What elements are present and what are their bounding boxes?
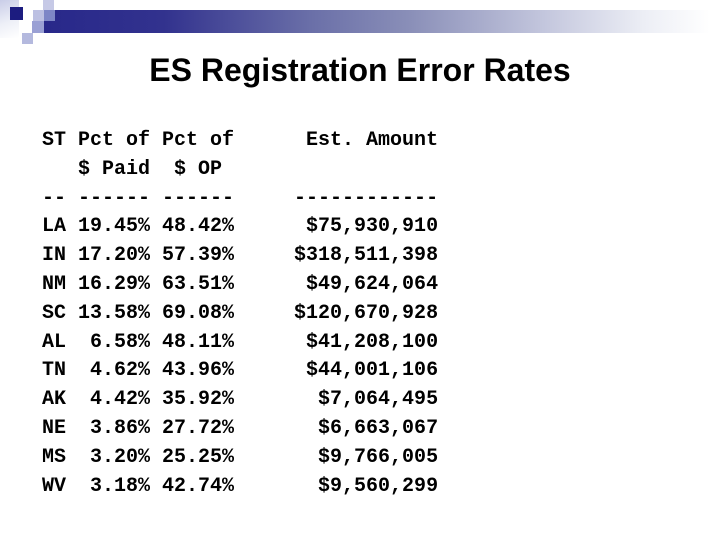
- error-rates-table: ST Pct of Pct of Est. Amount $ Paid $ OP…: [42, 127, 438, 501]
- table-row-AK: AK 4.42% 35.92% $7,064,495: [42, 388, 439, 412]
- table-row-AL: AL 6.58% 48.11% $41,208,100: [42, 330, 439, 354]
- table-header-line-1: ST Pct of Pct of Est. Amount: [42, 129, 439, 152]
- deco-lavender-square-low-icon: [32, 21, 44, 33]
- deco-lavender-square-top-icon: [43, 0, 54, 10]
- slide-title: ES Registration Error Rates: [149, 52, 571, 88]
- table-row-IN: IN 17.20% 57.39% $318,511,398: [42, 244, 439, 268]
- table-row-SC: SC 13.58% 69.08% $120,670,928: [42, 301, 439, 325]
- deco-lavender-square-bottom-icon: [22, 33, 33, 44]
- table-header-line-2: $ Paid $ OP: [42, 157, 223, 181]
- deco-gradient-bar: [44, 10, 710, 33]
- table-row-NE: NE 3.86% 27.72% $6,663,067: [42, 416, 439, 440]
- deco-lavender-square-mid-icon: [33, 10, 44, 21]
- table-separator-line: -- ------ ------ ------------: [42, 186, 439, 210]
- table-row-WV: WV 3.18% 42.74% $9,560,299: [42, 474, 439, 498]
- deco-blue-square-mid-icon: [44, 10, 55, 21]
- table-row-NM: NM 16.29% 63.51% $49,624,064: [42, 272, 439, 296]
- table-row-LA: LA 19.45% 48.42% $75,930,910: [42, 215, 439, 239]
- table-row-TN: TN 4.62% 43.96% $44,001,106: [42, 359, 439, 383]
- table-row-MS: MS 3.20% 25.25% $9,766,005: [42, 445, 439, 469]
- deco-navy-square-icon: [10, 7, 23, 20]
